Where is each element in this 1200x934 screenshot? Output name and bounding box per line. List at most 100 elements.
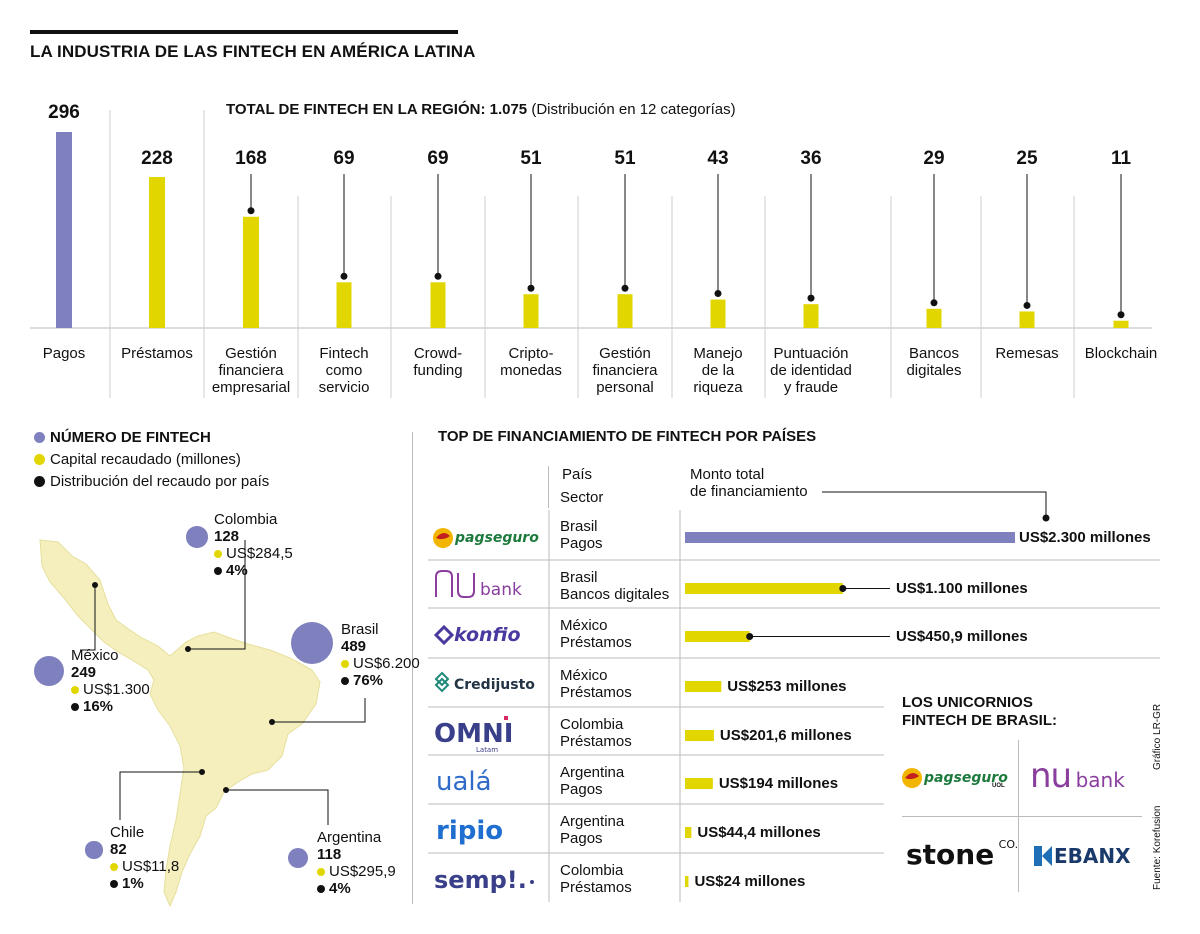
bar-leader-dot-8 bbox=[714, 290, 722, 298]
country-bubble-3 bbox=[34, 656, 64, 686]
funding-amount-3: US$450,9 millones bbox=[896, 628, 1028, 645]
row-country-sector: México Préstamos bbox=[560, 667, 632, 701]
category-label-line: de la bbox=[701, 362, 735, 379]
funding-amount-1: US$2.300 millones bbox=[1019, 529, 1151, 546]
svg-text:semp!.: semp!. bbox=[434, 866, 527, 894]
country-name: Colombia bbox=[214, 511, 278, 528]
nubank-icon: bank bbox=[435, 570, 522, 600]
row-logo-6: ualá bbox=[432, 762, 544, 798]
funding-bar-4 bbox=[685, 681, 722, 692]
bar-9 bbox=[803, 304, 819, 328]
bar-3 bbox=[243, 216, 259, 328]
country-capital: US$1.300 bbox=[71, 681, 150, 698]
category-label-7: Gestión financiera personal bbox=[570, 345, 680, 396]
chart-subtitle-bold: TOTAL DE FINTECH EN LA REGIÓN: 1.075 bbox=[226, 101, 528, 118]
category-label-line: empresarial bbox=[211, 379, 291, 396]
unicorn-stone-logo: stone CO. bbox=[906, 838, 1018, 871]
unicorn-stone-co: CO. bbox=[998, 838, 1019, 851]
bar-leader-dot-3 bbox=[247, 207, 255, 215]
bar-5 bbox=[430, 282, 446, 328]
funding-bar-5 bbox=[685, 730, 714, 741]
country-name: Argentina bbox=[317, 829, 382, 846]
bar-12 bbox=[1113, 320, 1129, 328]
row-logo-5: OMNI Latam bbox=[432, 714, 544, 754]
row-country-sector: Argentina Pagos bbox=[560, 813, 624, 847]
unicorns-hdivider bbox=[902, 816, 1142, 817]
black-dot-icon bbox=[34, 475, 45, 487]
latam-map bbox=[39, 539, 321, 908]
purple-dot-icon bbox=[34, 431, 45, 443]
country-name: México bbox=[71, 647, 119, 664]
category-label-line: Manejo bbox=[693, 345, 743, 362]
brasil-connector bbox=[272, 698, 366, 723]
row-country: Argentina bbox=[560, 764, 625, 781]
konfio-icon: konfio bbox=[433, 624, 521, 646]
legend-item-capital: Capital recaudado (millones) bbox=[34, 448, 269, 470]
category-label-2: Préstamos bbox=[102, 345, 212, 362]
bar-value-9: 36 bbox=[800, 148, 822, 169]
country-label-3: México 249 US$1.300 16% bbox=[71, 647, 150, 715]
category-label-12: Blockchain bbox=[1066, 345, 1176, 362]
unicorns-title: LOS UNICORNIOS FINTECH DE BRASIL: bbox=[902, 694, 1057, 729]
chart-subtitle-normal: (Distribución en 12 categorías) bbox=[531, 101, 736, 118]
category-label-line: Gestión bbox=[599, 345, 651, 362]
bar-leader-dot-10 bbox=[930, 299, 938, 307]
bar-value-4: 69 bbox=[333, 148, 355, 169]
svg-text:OMNI: OMNI bbox=[434, 719, 513, 749]
category-label-line: Bancos bbox=[908, 345, 960, 362]
funding-amount-6: US$194 millones bbox=[718, 775, 839, 792]
header-leader bbox=[822, 491, 1047, 518]
country-bubble-5 bbox=[287, 847, 309, 869]
mexico-connector bbox=[80, 585, 96, 651]
category-label-line: Gestión bbox=[225, 345, 277, 362]
country-label-5: Argentina 118 US$295,9 4% bbox=[317, 829, 396, 897]
bar-8 bbox=[710, 299, 726, 328]
category-label-line: Fintech bbox=[319, 345, 369, 362]
row-country-sector: Brasil Bancos digitales bbox=[560, 569, 669, 603]
bar-value-8: 43 bbox=[707, 148, 729, 169]
category-label-3: Gestión financiera empresarial bbox=[196, 345, 306, 396]
country-bubble-1 bbox=[186, 526, 208, 548]
category-label-line: servicio bbox=[318, 379, 370, 396]
row-country: México bbox=[560, 617, 608, 634]
bar-1 bbox=[56, 132, 72, 328]
country-percent: 1% bbox=[110, 875, 179, 892]
pagseguro-icon: pagseguro bbox=[433, 528, 539, 548]
funding-amount-5: US$201,6 millones bbox=[719, 727, 852, 744]
argentina-point bbox=[223, 787, 229, 793]
header-total: Monto total de financiamiento bbox=[690, 466, 808, 500]
category-label-8: Manejo de la riqueza bbox=[663, 345, 773, 396]
map-shape bbox=[39, 539, 321, 908]
svg-text:ripio: ripio bbox=[436, 816, 503, 845]
country-label-2: Brasil 489 US$6.200 76% bbox=[341, 621, 420, 689]
unicorn-pag-sub: UOL bbox=[992, 783, 1005, 789]
funding-amount-8: US$24 millones bbox=[694, 873, 806, 890]
bar-leader-dot-12 bbox=[1117, 311, 1125, 319]
legend-distribution-label: Distribución del recaudo por país bbox=[50, 472, 270, 490]
funding-bar-7 bbox=[685, 827, 692, 838]
row-sector: Pagos bbox=[560, 830, 603, 847]
category-label-11: Remesas bbox=[972, 345, 1082, 362]
country-percent: 4% bbox=[317, 880, 396, 897]
category-label-line: de identidad bbox=[770, 362, 852, 379]
category-label-1: Pagos bbox=[9, 345, 119, 362]
svg-text:konfio: konfio bbox=[454, 624, 521, 646]
title-rule bbox=[30, 30, 458, 34]
category-label-6: Cripto-monedas bbox=[476, 345, 586, 379]
category-label-line: Crowd- bbox=[413, 345, 463, 362]
bar-leader-dot-4 bbox=[340, 272, 348, 280]
category-label-line: financiera bbox=[218, 362, 284, 379]
colombia-point bbox=[185, 646, 191, 652]
row-sector: Préstamos bbox=[560, 634, 632, 651]
funding-amount-7: US$44,4 millones bbox=[697, 824, 821, 841]
row-country-sector: México Préstamos bbox=[560, 617, 632, 651]
row-country: Colombia bbox=[560, 716, 624, 733]
category-label-line: Pagos bbox=[42, 345, 86, 362]
bar-leader-dot-7 bbox=[621, 284, 629, 292]
category-label-9: Puntuación de identidad y fraude bbox=[756, 345, 866, 396]
category-label-line: y fraude bbox=[783, 379, 839, 396]
row-sector: Préstamos bbox=[560, 879, 632, 896]
legend-item-distribution: Distribución del recaudo por país bbox=[34, 470, 269, 492]
country-label-1: Colombia 128 US$284,5 4% bbox=[214, 511, 293, 579]
